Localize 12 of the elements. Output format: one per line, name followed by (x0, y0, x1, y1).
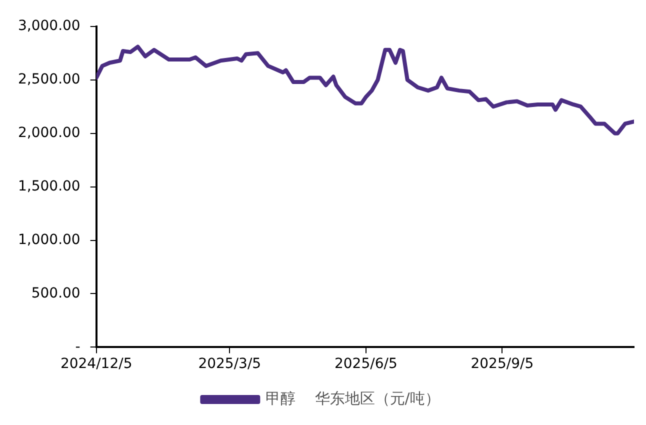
y-tick-label: 500.00 (31, 285, 80, 302)
y-tick-label: 2,000.00 (18, 124, 80, 141)
x-tick-label: 2025/9/5 (470, 356, 534, 372)
legend-label: 甲醇 华东地区（元/吨） (266, 389, 440, 408)
y-tick-label: 3,000.00 (18, 18, 80, 34)
y-tick-label: 2,500.00 (18, 72, 80, 88)
y-tick-label: - (75, 338, 80, 355)
x-tick-label: 2025/3/5 (198, 356, 262, 372)
y-tick-label: 1,500.00 (18, 178, 80, 194)
y-tick-label: 1,000.00 (18, 232, 80, 248)
x-tick-label: 2025/6/5 (334, 356, 398, 372)
x-tick-label: 2024/12/5 (60, 356, 132, 372)
